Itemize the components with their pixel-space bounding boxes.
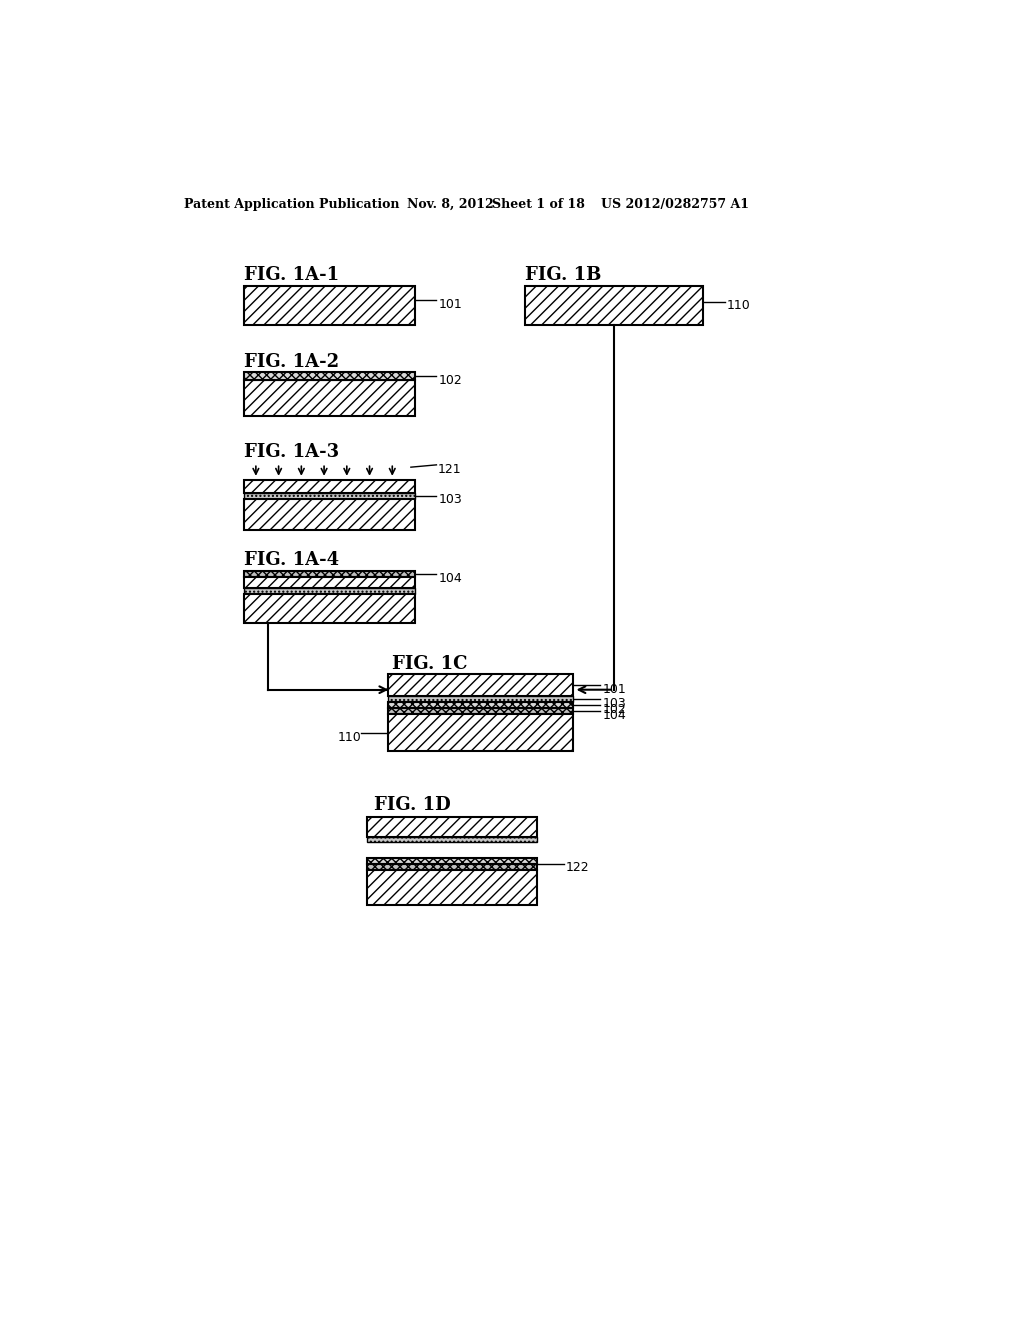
Bar (388, 675, 572, 696)
Text: FIG. 1A-1: FIG. 1A-1 (245, 267, 339, 284)
Text: 121: 121 (438, 462, 462, 475)
Text: 104: 104 (438, 572, 463, 585)
Bar (245, 594, 415, 623)
Bar (245, 492, 415, 499)
Bar (245, 572, 415, 577)
Bar (388, 696, 572, 702)
Text: Sheet 1 of 18: Sheet 1 of 18 (493, 198, 585, 211)
Bar (245, 499, 415, 529)
Bar (367, 858, 538, 863)
Bar (245, 480, 415, 492)
Text: FIG. 1B: FIG. 1B (524, 267, 601, 284)
Text: FIG. 1A-3: FIG. 1A-3 (245, 444, 339, 461)
Bar (245, 380, 415, 416)
Bar (367, 817, 538, 837)
Bar (245, 372, 415, 380)
Text: 103: 103 (602, 697, 626, 710)
Bar (245, 577, 415, 589)
Text: 101: 101 (602, 682, 626, 696)
Bar (245, 589, 415, 594)
Bar (367, 837, 538, 842)
Text: 110: 110 (338, 730, 361, 743)
Text: 102: 102 (438, 374, 463, 387)
Text: 101: 101 (438, 298, 463, 310)
Bar (388, 714, 572, 751)
Bar (367, 863, 538, 870)
Text: Patent Application Publication: Patent Application Publication (183, 198, 399, 211)
Text: US 2012/0282757 A1: US 2012/0282757 A1 (601, 198, 749, 211)
Text: 103: 103 (438, 494, 463, 507)
Bar (388, 709, 572, 714)
Text: Nov. 8, 2012: Nov. 8, 2012 (407, 198, 494, 211)
Text: 122: 122 (566, 862, 590, 874)
Bar (388, 702, 572, 708)
Text: 102: 102 (602, 702, 626, 715)
Bar (367, 870, 538, 906)
Text: 104: 104 (602, 709, 626, 722)
Text: FIG. 1C: FIG. 1C (391, 655, 467, 673)
Text: 110: 110 (727, 300, 751, 313)
Text: FIG. 1A-2: FIG. 1A-2 (245, 354, 339, 371)
Text: FIG. 1D: FIG. 1D (375, 796, 452, 814)
Bar (524, 286, 703, 325)
Bar (245, 286, 415, 325)
Text: FIG. 1A-4: FIG. 1A-4 (245, 552, 339, 569)
